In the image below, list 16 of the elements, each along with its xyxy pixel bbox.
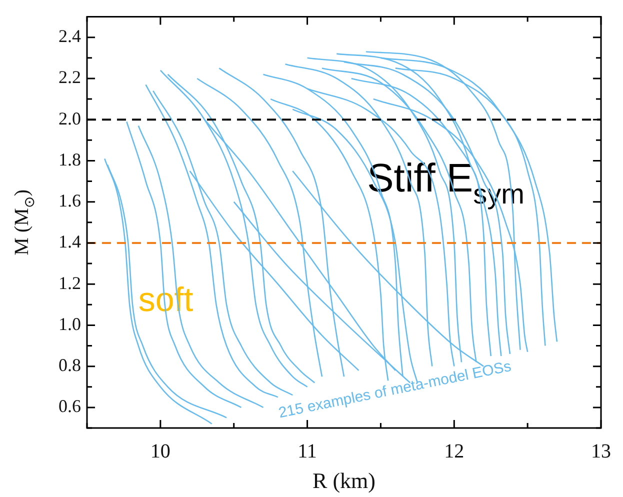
- x-tick-label: 11: [298, 440, 317, 462]
- y-tick-label: 1.2: [58, 272, 81, 293]
- y-tick-label: 1.4: [58, 232, 81, 252]
- y-tick-label: 1.0: [58, 314, 81, 334]
- y-tick-label: 2.2: [58, 67, 81, 88]
- y-tick-label: 1.6: [58, 190, 81, 211]
- x-tick-label: 12: [444, 440, 464, 462]
- x-tick-label: 10: [150, 440, 170, 462]
- y-tick-label: 0.6: [58, 396, 81, 416]
- y-tick-label: 0.8: [58, 355, 81, 376]
- y-tick-label: 1.8: [58, 149, 81, 170]
- y-axis-title: M (M⊙): [11, 189, 38, 256]
- x-axis-title: R (km): [312, 468, 376, 493]
- y-tick-label: 2.0: [58, 108, 81, 128]
- y-tick-label: 2.4: [58, 26, 81, 46]
- x-tick-label: 13: [591, 440, 611, 462]
